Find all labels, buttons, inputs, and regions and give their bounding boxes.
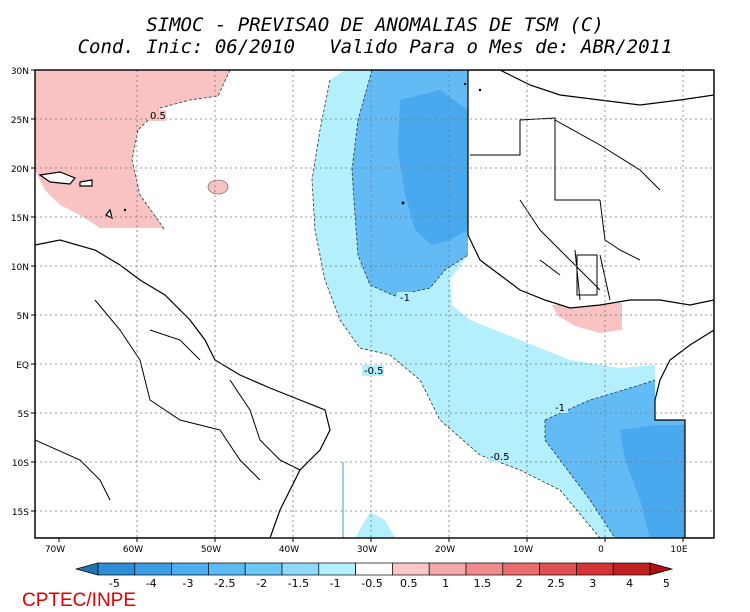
colorbar-label: -2 bbox=[256, 577, 267, 590]
lat-label: 5N bbox=[17, 312, 29, 322]
lon-label: 60W bbox=[123, 545, 143, 555]
lon-label: 20W bbox=[435, 545, 455, 555]
colorbar-label: -0.5 bbox=[361, 577, 382, 590]
colorbar-label: -1 bbox=[330, 577, 341, 590]
colorbar-label: 5 bbox=[663, 577, 670, 590]
contour-label: -1 bbox=[555, 403, 565, 414]
negative-anomaly-region bbox=[398, 90, 468, 245]
colorbar-swatch bbox=[465, 562, 504, 576]
lat-label: 10S bbox=[12, 459, 29, 469]
positive-anomaly-region bbox=[207, 179, 229, 195]
colorbar-end-low bbox=[74, 562, 99, 576]
colorbar-label: 2.5 bbox=[547, 577, 565, 590]
country-borders bbox=[35, 117, 661, 501]
negative-anomaly-region bbox=[620, 425, 685, 538]
lon-label: 70W bbox=[45, 545, 65, 555]
lon-label: 10W bbox=[513, 545, 533, 555]
lat-label: 20N bbox=[11, 165, 29, 175]
lat-label: 30N bbox=[11, 67, 29, 77]
lon-label: 30W bbox=[357, 545, 377, 555]
colorbar-swatch bbox=[134, 562, 172, 576]
lat-label: 5S bbox=[18, 410, 30, 420]
colorbar-label: 1 bbox=[442, 577, 449, 590]
colorbar-swatch bbox=[281, 562, 320, 576]
land-outlines bbox=[35, 70, 714, 538]
colorbar-label: 0.5 bbox=[400, 577, 418, 590]
country-border bbox=[576, 254, 598, 296]
latitude-labels: 30N 25N 20N 15N 10N 5N EQ 5S 10S 15S bbox=[11, 67, 29, 518]
colorbar-swatch bbox=[208, 562, 246, 576]
map-subtitle: Cond. Inic: 06/2010 Valido Para o Mes de… bbox=[77, 36, 673, 58]
lat-label: 15S bbox=[12, 508, 29, 518]
colorbar-swatch bbox=[428, 562, 467, 576]
positive-anomaly-region bbox=[552, 303, 622, 333]
colorbar-label: 3 bbox=[589, 577, 596, 590]
lon-label: 0 bbox=[598, 545, 604, 555]
contour-label: 0.5 bbox=[150, 111, 166, 122]
colorbar-swatch bbox=[244, 562, 283, 576]
contour-label: -0.5 bbox=[364, 366, 384, 377]
lon-label: 40W bbox=[279, 545, 299, 555]
lon-label: 10E bbox=[670, 545, 687, 555]
positive-anomaly-region bbox=[35, 70, 230, 230]
colorbar-label: -2.5 bbox=[214, 577, 235, 590]
colorbar-swatch bbox=[392, 562, 430, 576]
lat-label: 15N bbox=[11, 214, 29, 224]
colorbar-swatch bbox=[612, 562, 651, 576]
colorbar-swatch bbox=[171, 562, 209, 576]
credit-text: CPTEC/INPE bbox=[22, 590, 137, 611]
map-title: SIMOC - PREVISAO DE ANOMALIAS DE TSM (C) bbox=[146, 14, 604, 36]
grid-lines bbox=[35, 70, 714, 538]
lon-label: 50W bbox=[201, 545, 221, 555]
islands bbox=[123, 82, 482, 212]
colorbar-swatch bbox=[318, 562, 356, 576]
lat-label: 10N bbox=[11, 263, 29, 273]
colorbar-swatch bbox=[97, 562, 136, 576]
colorbar-swatch bbox=[502, 562, 540, 576]
contour-label: -1 bbox=[400, 293, 410, 304]
lat-label: EQ bbox=[16, 361, 29, 371]
colorbar-swatch bbox=[539, 562, 577, 576]
map-frame bbox=[34, 69, 715, 539]
colorbar-label: 1.5 bbox=[474, 577, 492, 590]
longitude-labels: 70W 60W 50W 40W 30W 20W 10W 0 10E bbox=[45, 545, 688, 555]
contour-labels: 0.5 -1 -0.5 -1 -0.5 bbox=[148, 110, 568, 463]
colorbar-label: -5 bbox=[109, 577, 120, 590]
lat-label: 25N bbox=[11, 116, 29, 126]
contour-label: -0.5 bbox=[490, 452, 510, 463]
colorbar-end-high bbox=[649, 562, 674, 576]
colorbar-label: -4 bbox=[146, 577, 157, 590]
negative-anomaly-region bbox=[355, 512, 395, 538]
colorbar-label: -3 bbox=[183, 577, 194, 590]
colorbar-label: -1.5 bbox=[288, 577, 309, 590]
colorbar-swatch bbox=[355, 562, 393, 576]
colorbar-swatch bbox=[576, 562, 614, 576]
colorbar-label: 4 bbox=[626, 577, 633, 590]
colorbar: -5 -4 -3 -2.5 -2 -1.5 -1 -0.5 0.5 1 1.5 2 2.5 3 4 5 bbox=[74, 562, 674, 590]
colorbar-label: 2 bbox=[516, 577, 523, 590]
